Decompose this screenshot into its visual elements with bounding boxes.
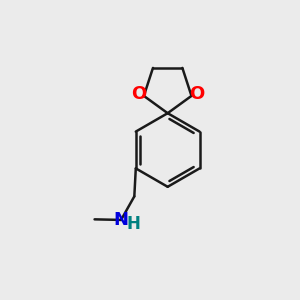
Text: N: N bbox=[114, 211, 129, 229]
Text: H: H bbox=[127, 215, 140, 233]
Text: O: O bbox=[189, 85, 204, 103]
Text: O: O bbox=[131, 85, 146, 103]
